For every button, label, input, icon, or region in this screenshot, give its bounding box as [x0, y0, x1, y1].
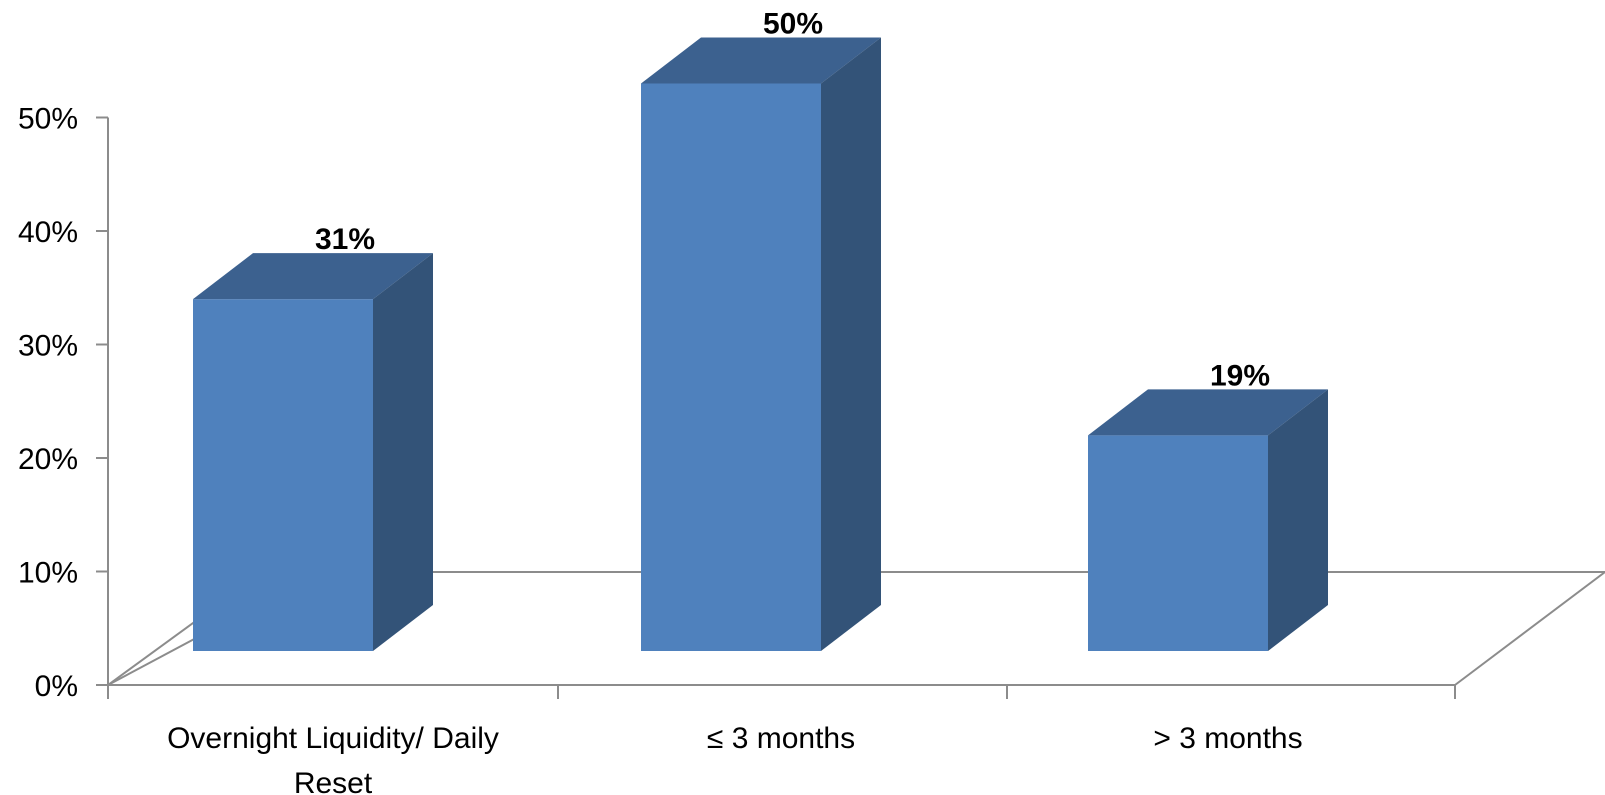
bar-top — [193, 253, 433, 300]
data-label: 31% — [315, 223, 375, 256]
y-tick-label: 40% — [18, 216, 78, 249]
y-tick-label: 50% — [18, 103, 78, 136]
floor-right-edge — [1454, 571, 1605, 686]
category-labels: Overnight Liquidity/ Daily Reset ≤ 3 month… — [167, 722, 1303, 795]
y-tick-label: 0% — [35, 670, 78, 703]
bar-top — [641, 37, 881, 84]
bar-front — [193, 299, 373, 651]
bar-front — [641, 83, 821, 651]
category-label: Overnight Liquidity/ Daily Reset — [167, 722, 499, 795]
bar-front — [1088, 435, 1268, 651]
bar-top — [1088, 389, 1328, 436]
y-tick-label: 10% — [18, 557, 78, 590]
data-labels: 31% 50% 19% — [315, 8, 1270, 393]
data-label: 19% — [1210, 359, 1270, 392]
category-label-line: ≤ 3 months — [707, 722, 855, 755]
bar-side — [373, 253, 433, 651]
y-tick-label: 20% — [18, 443, 78, 476]
category-label: > 3 months — [1153, 722, 1302, 755]
category-label-line: Reset — [294, 767, 373, 795]
data-label: 50% — [763, 8, 823, 41]
y-axis-ticks: 0% 10% 20% 30% 40% 50% — [18, 103, 108, 703]
category-label-line: Overnight Liquidity/ Daily — [167, 722, 499, 755]
category-label-line: > 3 months — [1153, 722, 1302, 755]
category-label: ≤ 3 months — [707, 722, 855, 755]
bar-side — [1268, 389, 1328, 651]
chart-bars — [193, 37, 1328, 651]
chart-axes — [107, 117, 1605, 699]
bar-side — [821, 37, 881, 651]
y-tick-label: 30% — [18, 330, 78, 363]
